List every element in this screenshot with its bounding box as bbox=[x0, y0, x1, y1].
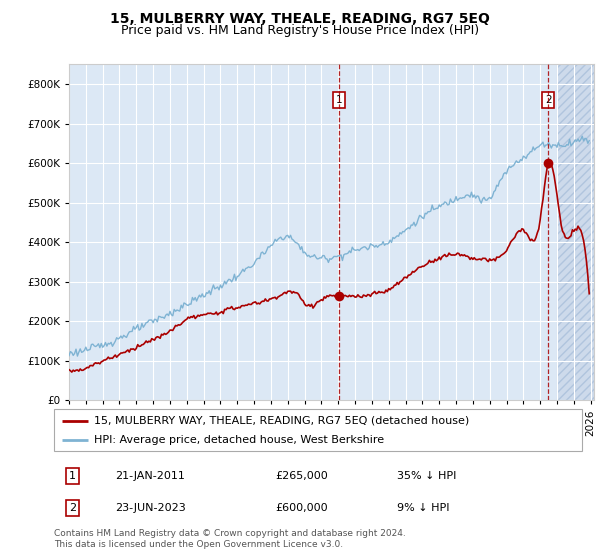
Text: 21-JAN-2011: 21-JAN-2011 bbox=[115, 471, 185, 481]
Bar bbox=[557, 64, 594, 400]
Text: Price paid vs. HM Land Registry's House Price Index (HPI): Price paid vs. HM Land Registry's House … bbox=[121, 24, 479, 36]
Text: HPI: Average price, detached house, West Berkshire: HPI: Average price, detached house, West… bbox=[94, 435, 384, 445]
Text: 15, MULBERRY WAY, THEALE, READING, RG7 5EQ: 15, MULBERRY WAY, THEALE, READING, RG7 5… bbox=[110, 12, 490, 26]
Text: 23-JUN-2023: 23-JUN-2023 bbox=[115, 503, 185, 514]
Text: £600,000: £600,000 bbox=[276, 503, 328, 514]
Text: Contains HM Land Registry data © Crown copyright and database right 2024.
This d: Contains HM Land Registry data © Crown c… bbox=[54, 529, 406, 549]
Bar bbox=[557, 64, 594, 400]
Text: 1: 1 bbox=[336, 95, 343, 105]
Text: 15, MULBERRY WAY, THEALE, READING, RG7 5EQ (detached house): 15, MULBERRY WAY, THEALE, READING, RG7 5… bbox=[94, 416, 469, 426]
FancyBboxPatch shape bbox=[54, 409, 582, 451]
Text: 35% ↓ HPI: 35% ↓ HPI bbox=[397, 471, 457, 481]
Text: 1: 1 bbox=[69, 471, 76, 481]
Text: 9% ↓ HPI: 9% ↓ HPI bbox=[397, 503, 450, 514]
Text: 2: 2 bbox=[545, 95, 551, 105]
Text: £265,000: £265,000 bbox=[276, 471, 329, 481]
Text: 2: 2 bbox=[69, 503, 76, 514]
